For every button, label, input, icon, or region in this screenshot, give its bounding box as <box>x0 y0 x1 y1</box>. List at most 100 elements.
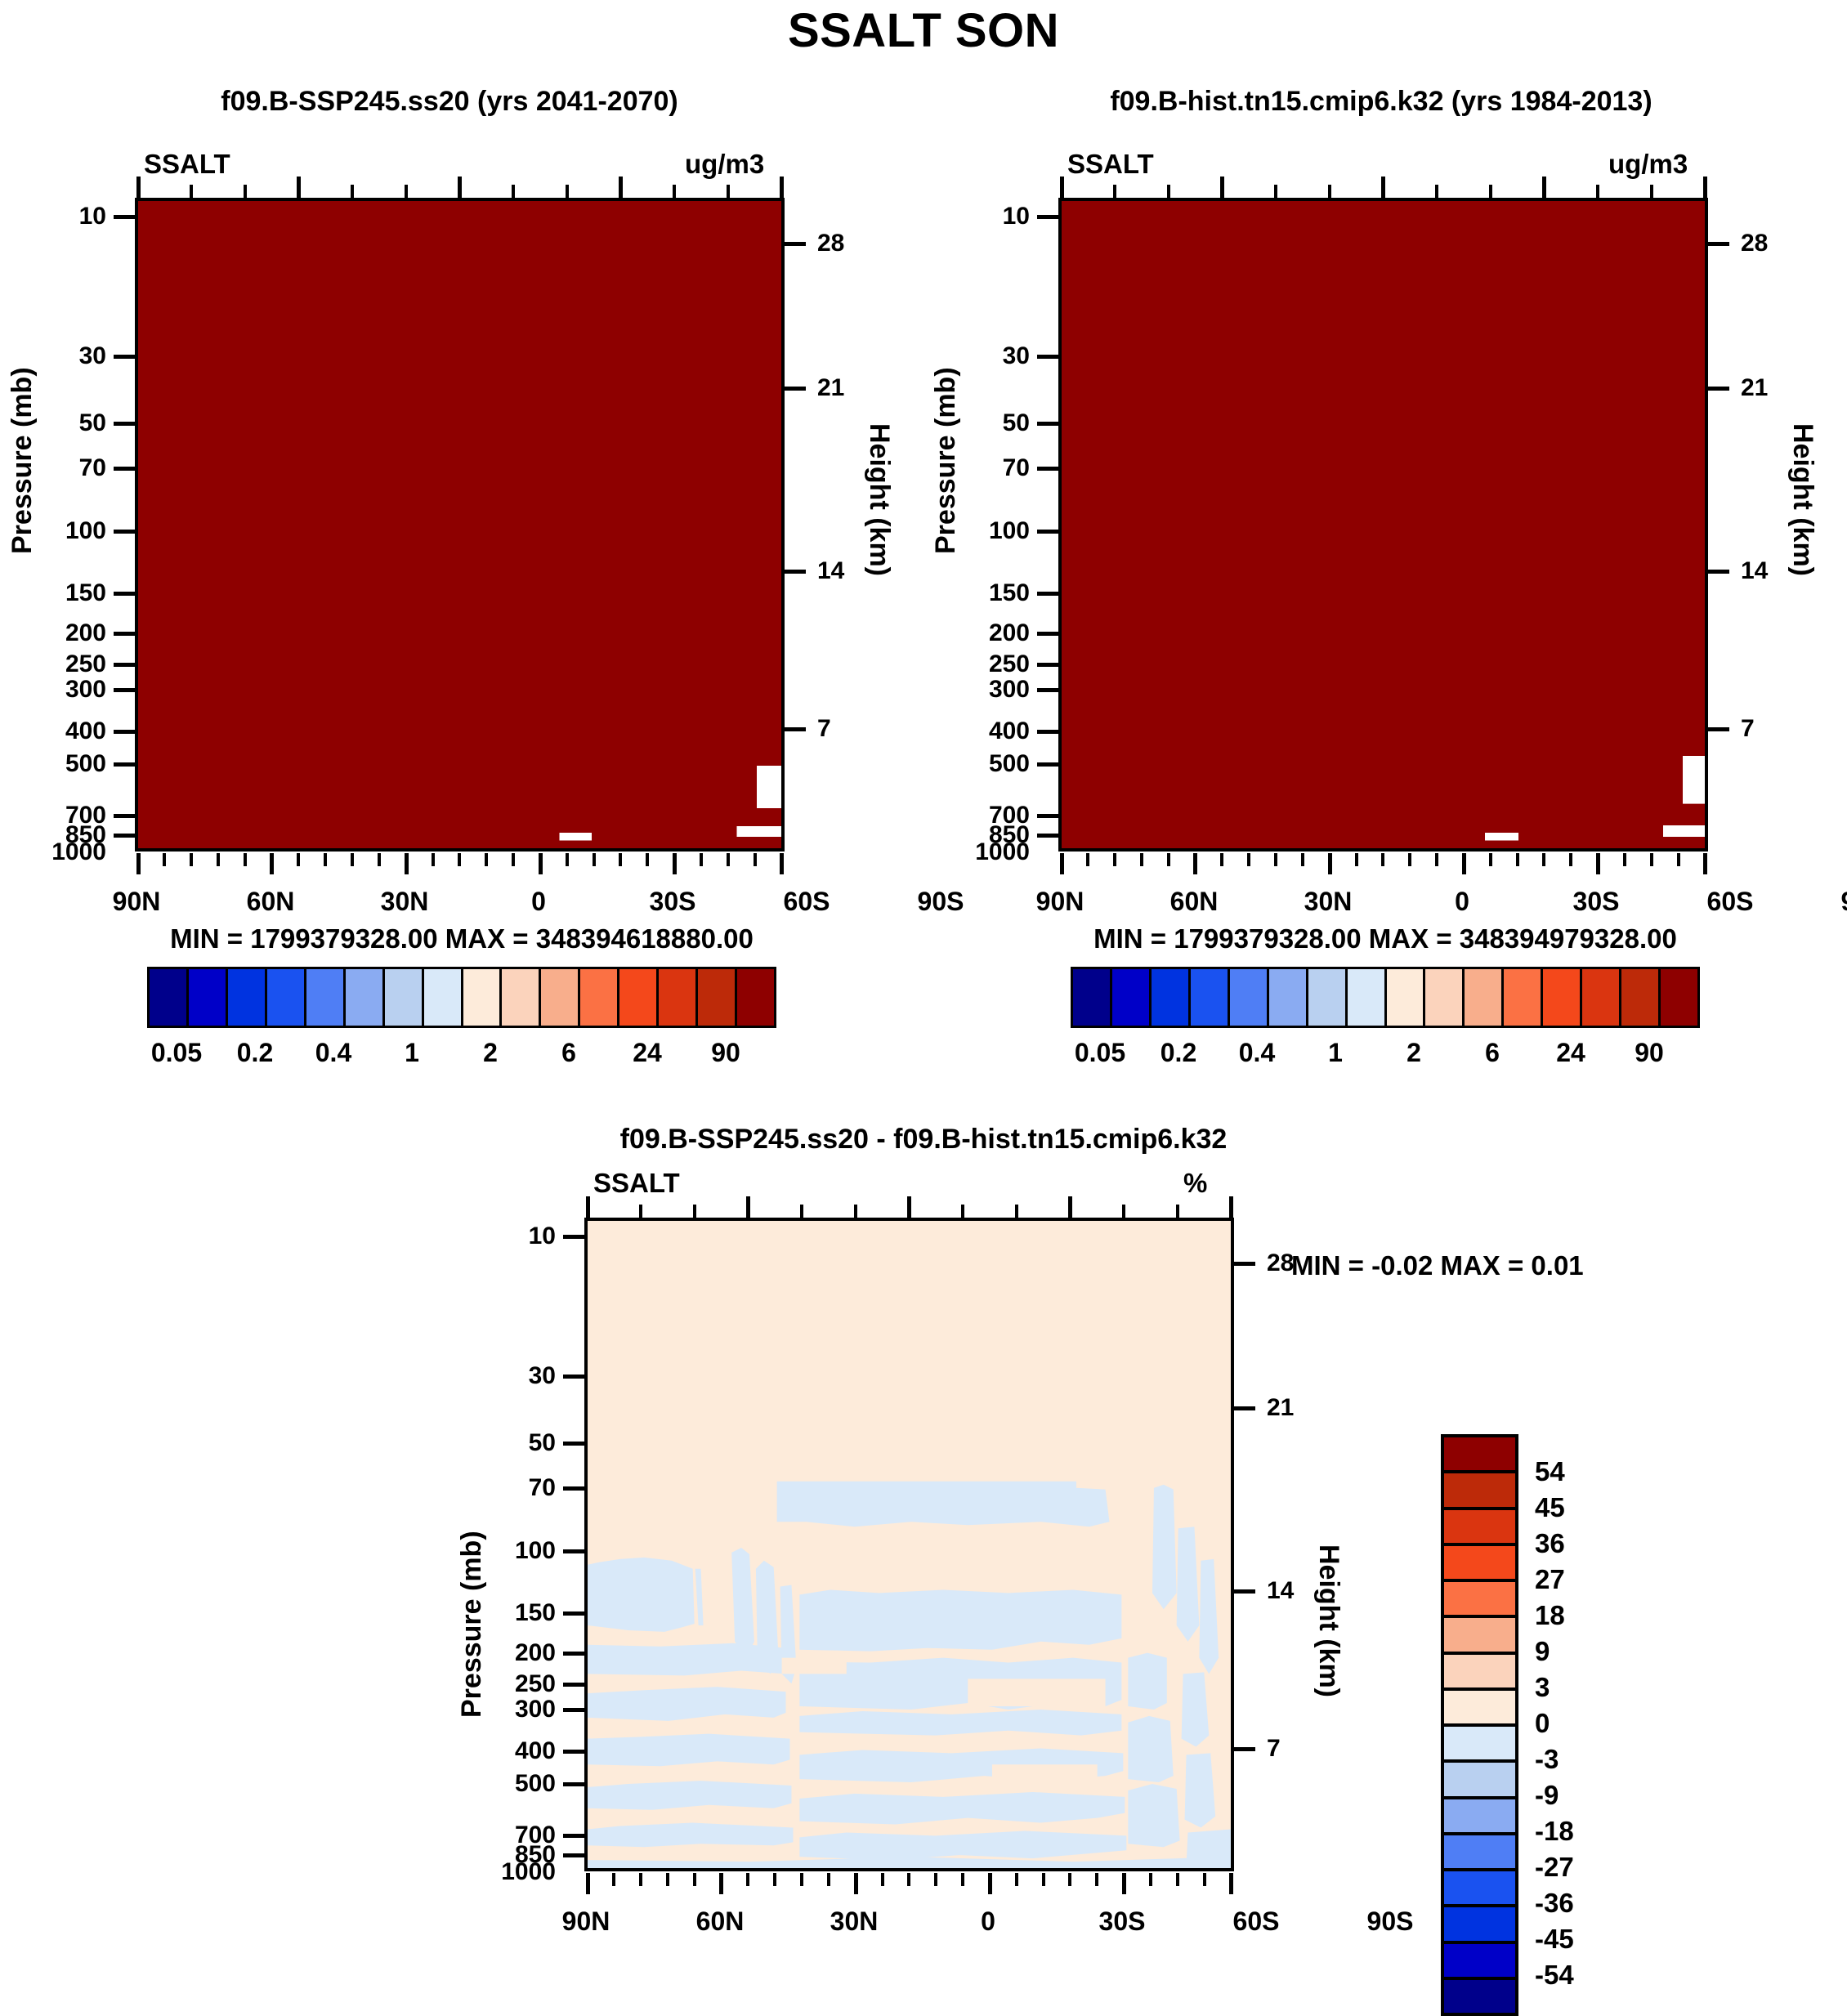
colorbar-tick-label: 9 <box>1535 1636 1550 1666</box>
colorbar-cell[interactable] <box>1268 969 1308 1026</box>
panel-top-left-minmax: MIN = 1799379328.00 MAX = 348394618880.0… <box>170 923 754 954</box>
colorbar-tick-label: 0.2 <box>236 1038 274 1067</box>
colorbar-tick-label: 2 <box>1406 1038 1421 1067</box>
colorbar-cell[interactable] <box>1444 1979 1515 2013</box>
colorbar-cell[interactable] <box>1444 1799 1515 1835</box>
colorbar-cell[interactable] <box>1425 969 1465 1026</box>
colorbar-cell[interactable] <box>659 969 699 1026</box>
height-tick-label: 28 <box>1741 230 1769 257</box>
panel-bottom-var-label: SSALT <box>593 1168 680 1198</box>
colorbar-cell[interactable] <box>188 969 228 1026</box>
y-tick-label: 700 <box>988 802 1030 829</box>
panel-bottom-title: f09.B-SSP245.ss20 - f09.B-hist.tn15.cmip… <box>619 1124 1228 1155</box>
colorbar-cell[interactable] <box>1444 1545 1515 1582</box>
panel-top-right-plot-area <box>1058 198 1708 852</box>
y-tick-label: 30 <box>1002 342 1030 369</box>
height-tick-label: 21 <box>817 374 845 401</box>
colorbar-cell[interactable] <box>1444 1763 1515 1799</box>
colorbar-cell[interactable] <box>1229 969 1269 1026</box>
colorbar-tick-label: 36 <box>1535 1528 1565 1558</box>
colorbar-tick-label: -18 <box>1535 1816 1574 1846</box>
colorbar-cell[interactable] <box>1386 969 1426 1026</box>
y-tick-label: 300 <box>514 1696 556 1723</box>
colorbar-tick-label: 0.4 <box>1238 1038 1276 1067</box>
colorbar-tick-label: 90 <box>711 1038 740 1067</box>
y-tick-label: 30 <box>78 342 106 369</box>
colorbar-cell[interactable] <box>698 969 738 1026</box>
y-tick-label: 50 <box>1002 409 1030 436</box>
x-tick-label: 30N <box>380 887 429 916</box>
colorbar-tick-label: -9 <box>1535 1780 1559 1810</box>
y-tick-label: 10 <box>78 203 106 230</box>
colorbar-cell[interactable] <box>1444 1727 1515 1763</box>
colorbar-cell[interactable] <box>266 969 306 1026</box>
colorbar-cell[interactable] <box>1621 969 1661 1026</box>
y-tick-label: 10 <box>528 1223 556 1249</box>
colorbar-cell[interactable] <box>1582 969 1622 1026</box>
y-tick-label: 30 <box>528 1362 556 1389</box>
height-tick-label: 28 <box>1267 1249 1295 1276</box>
panel-bottom-plot-area <box>584 1218 1234 1871</box>
colorbar-cell[interactable] <box>1444 1907 1515 1944</box>
y-tick-label: 250 <box>988 650 1030 677</box>
colorbar-cell[interactable] <box>1444 1618 1515 1655</box>
colorbar-tick-label: 0.4 <box>315 1038 352 1067</box>
x-tick-label: 90S <box>1819 887 1847 917</box>
colorbar-cell[interactable] <box>1444 1473 1515 1510</box>
colorbar-tick-label: 90 <box>1635 1038 1664 1067</box>
panel-top-right-y-axis-title: Pressure (mb) <box>930 367 961 554</box>
panel-top-left-field-notch2 <box>138 201 781 848</box>
y-tick-label: 250 <box>514 1670 556 1697</box>
colorbar-cell[interactable] <box>1444 1835 1515 1871</box>
colorbar-cell[interactable] <box>1444 1654 1515 1691</box>
colorbar-cell[interactable] <box>1661 969 1697 1026</box>
colorbar-cell[interactable] <box>345 969 385 1026</box>
x-tick-label: 60N <box>1169 887 1219 916</box>
panel-top-left-colorbar[interactable] <box>147 967 776 1028</box>
colorbar-cell[interactable] <box>1444 1509 1515 1546</box>
colorbar-cell[interactable] <box>737 969 774 1026</box>
x-tick-label: 30S <box>649 887 696 916</box>
height-tick-label: 14 <box>1741 557 1769 584</box>
colorbar-cell[interactable] <box>1308 969 1348 1026</box>
colorbar-cell[interactable] <box>1444 1690 1515 1727</box>
colorbar-cell[interactable] <box>1444 1582 1515 1619</box>
colorbar-cell[interactable] <box>1151 969 1191 1026</box>
panel-bottom-minmax: MIN = -0.02 MAX = 0.01 <box>1291 1250 1584 1281</box>
x-tick-label: 90N <box>561 1906 610 1936</box>
colorbar-cell[interactable] <box>502 969 542 1026</box>
colorbar-cell[interactable] <box>1543 969 1583 1026</box>
panel-bottom-colorbar[interactable] <box>1441 1434 1518 2016</box>
height-tick-label: 7 <box>1267 1735 1281 1762</box>
colorbar-cell[interactable] <box>423 969 463 1026</box>
panel-top-right-field-notch2 <box>1062 201 1705 848</box>
panel-bottom-difference: f09.B-SSP245.ss20 - f09.B-hist.tn15.cmip… <box>0 1087 1847 2016</box>
colorbar-cell[interactable] <box>1347 969 1387 1026</box>
colorbar-cell[interactable] <box>1190 969 1230 1026</box>
colorbar-cell[interactable] <box>150 969 189 1026</box>
panel-top-right-var-label: SSALT <box>1067 149 1154 179</box>
y-tick-label: 400 <box>65 717 106 744</box>
page-title: SSALT SON <box>787 4 1060 57</box>
colorbar-cell[interactable] <box>1465 969 1505 1026</box>
y-tick-label: 850 <box>65 821 106 848</box>
colorbar-cell[interactable] <box>580 969 620 1026</box>
colorbar-cell[interactable] <box>463 969 503 1026</box>
colorbar-cell[interactable] <box>541 969 581 1026</box>
colorbar-cell[interactable] <box>1444 1437 1515 1474</box>
colorbar-cell[interactable] <box>1444 1943 1515 1980</box>
x-tick-label: 60S <box>1232 1906 1280 1936</box>
y-tick-label: 70 <box>1002 454 1030 481</box>
colorbar-cell[interactable] <box>1073 969 1112 1026</box>
colorbar-cell[interactable] <box>384 969 424 1026</box>
colorbar-cell[interactable] <box>1504 969 1544 1026</box>
colorbar-cell[interactable] <box>1111 969 1152 1026</box>
colorbar-cell[interactable] <box>619 969 660 1026</box>
colorbar-cell[interactable] <box>1444 1871 1515 1908</box>
x-tick-label: 30S <box>1572 887 1620 916</box>
x-tick-label: 60S <box>783 887 830 916</box>
colorbar-tick-label: -27 <box>1535 1852 1574 1882</box>
colorbar-cell[interactable] <box>306 969 346 1026</box>
panel-top-right-colorbar[interactable] <box>1071 967 1700 1028</box>
colorbar-cell[interactable] <box>227 969 267 1026</box>
